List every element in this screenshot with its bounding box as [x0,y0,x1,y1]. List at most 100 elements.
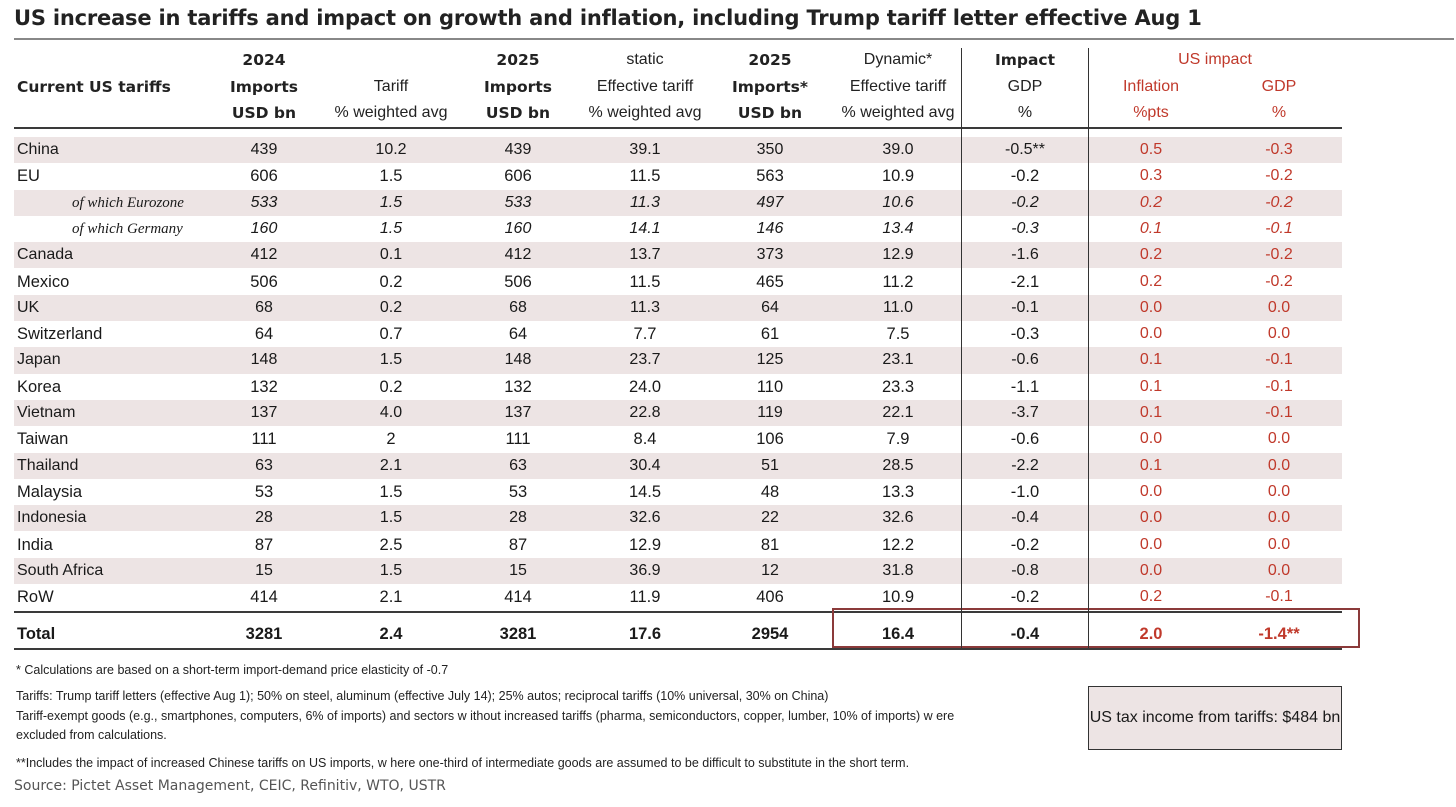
cell-static: 39.1 [629,141,661,158]
cell-name: Japan [17,351,61,369]
cell-imp2025d: 61 [760,325,780,344]
cell-name: Switzerland [17,325,103,344]
cell-imp2024: 148 [250,351,278,369]
cell-imp2025: 87 [508,535,528,554]
cell-name: Thailand [17,456,79,474]
header-2024-imports: Imports [230,78,298,96]
cell-name: China [17,141,59,158]
cell-us-gdp: -0.2 [1265,167,1293,185]
cell-name: Canada [17,246,74,264]
cell-name: Mexico [17,272,70,291]
cell-name: of which Eurozone [72,194,184,211]
header-2025-unit: USD bn [485,104,551,122]
cell-imp2024: 160 [250,219,278,237]
cell-us-gdp: 0.0 [1267,561,1291,579]
cell-imp2025: 412 [504,246,532,264]
header-tariff: Tariff [373,78,409,95]
cell-imp2025d: 563 [756,167,784,186]
cell-inflation: 0.2 [1139,246,1163,264]
cell-inflation: 0.0 [1139,325,1163,343]
cell-imp2024: 439 [250,141,278,158]
cell-imp2025: 15 [509,561,527,579]
separator-us-impact-left [1088,48,1089,648]
cell-dynamic: 23.3 [881,377,915,396]
header-2024-unit: USD bn [231,104,297,122]
header-2025d-year: 2025 [748,51,792,69]
cell-gdp-impact: -1.1 [1010,377,1040,396]
cell-inflation: 0.0 [1139,430,1163,448]
cell-imp2025d: 119 [757,404,783,421]
cell-us-gdp: -0.1 [1265,588,1293,606]
cell-dynamic: 13.4 [882,219,914,237]
cell-imp2025: 160 [504,219,532,237]
cell-dynamic: 28.5 [882,456,914,474]
note-china: **Includes the impact of increased Chine… [16,756,910,770]
cell-name: Korea [17,377,62,396]
cell-static: 14.5 [628,482,662,501]
cell-static: 22.8 [629,404,661,421]
table-row: China 439 10.2 439 39.1 350 39.0 -0.5** 0.5 -0.3 [14,137,1342,164]
cell-imp2024: 63 [255,456,273,474]
cell-dynamic: 23.1 [882,351,914,369]
cell-imp2025d: 64 [761,298,779,316]
cell-static: 8.4 [633,430,657,449]
cell-inflation: 0.1 [1139,404,1163,421]
table-row: UK 68 0.2 68 11.3 64 11.0 -0.1 0.0 0.0 [14,294,1342,322]
cell-imp2024: 53 [254,482,274,501]
header-2025d-unit: USD bn [737,104,803,122]
cell-imp2024: 28 [255,509,273,527]
cell-us-gdp: -0.1 [1265,377,1293,395]
cell-tariff: 0.7 [379,325,403,344]
cell-us-gdp: -0.1 [1265,351,1293,369]
title-divider [14,38,1454,40]
total-highlight-box [832,608,1360,648]
cell-tariff: 2.5 [379,535,403,554]
cell-name: EU [17,167,40,186]
cell-tariff: 0.1 [379,246,403,264]
cell-us-gdp: -0.2 [1265,193,1293,211]
cell-dynamic: 22.1 [882,404,914,421]
cell-name: Malaysia [17,482,83,501]
cell-imp2025d: 48 [760,482,780,501]
table-row: Thailand 63 2.1 63 30.4 51 28.5 -2.2 0.1 0.0 [14,452,1342,479]
cell-imp2025d: 406 [756,588,784,607]
cell-static: 11.3 [630,298,660,316]
cell-imp2025: 533 [504,193,532,211]
total-dynamic: 16.4 [881,625,915,643]
cell-imp2024: 414 [250,588,278,607]
header-impact-unit: % [1017,104,1033,121]
cell-static: 11.3 [630,193,660,211]
total-rule-top [14,611,1342,613]
cell-inflation: 0.0 [1139,561,1163,579]
cell-imp2025d: 106 [756,430,784,449]
cell-dynamic: 31.8 [882,561,914,579]
table-row: Japan 148 1.5 148 23.7 125 23.1 -0.6 0.1 -0.1 [14,347,1342,374]
cell-gdp-impact: -0.8 [1011,561,1039,579]
cell-gdp-impact: -1.0 [1010,482,1040,501]
table-row: Malaysia 53 1.5 53 14.5 48 13.3 -1.0 0.0 0.0 [14,479,1342,505]
cell-gdp-impact: -0.1 [1011,298,1039,316]
cell-us-gdp: 0.0 [1267,325,1291,343]
total-inflation: 2.0 [1139,625,1163,643]
cell-imp2024: 137 [250,404,278,421]
header-2025d-imports: Imports* [731,78,809,96]
cell-imp2025d: 51 [761,456,779,474]
cell-static: 24.0 [628,377,662,396]
header-inflation: Inflation [1122,78,1180,95]
cell-imp2024: 533 [250,193,278,211]
cell-static: 12.9 [628,535,662,554]
cell-imp2025: 148 [504,351,532,369]
cell-us-gdp: -0.1 [1265,219,1293,237]
cell-imp2025: 64 [508,325,528,344]
table-row: RoW 414 2.1 414 11.9 406 10.9 -0.2 0.2 -0.1 [14,584,1342,610]
header-current-us-tariffs: Current US tariffs [17,78,171,96]
header-2025-imports: Imports [484,78,552,96]
cell-gdp-impact: -3.7 [1011,404,1039,421]
cell-imp2025d: 12 [761,561,779,579]
cell-gdp-impact: -0.3 [1010,325,1040,344]
cell-imp2025: 137 [504,404,532,421]
separator-impact-left [961,48,962,648]
cell-imp2024: 15 [255,561,273,579]
cell-dynamic: 7.9 [886,430,910,449]
cell-dynamic: 7.5 [886,325,910,344]
